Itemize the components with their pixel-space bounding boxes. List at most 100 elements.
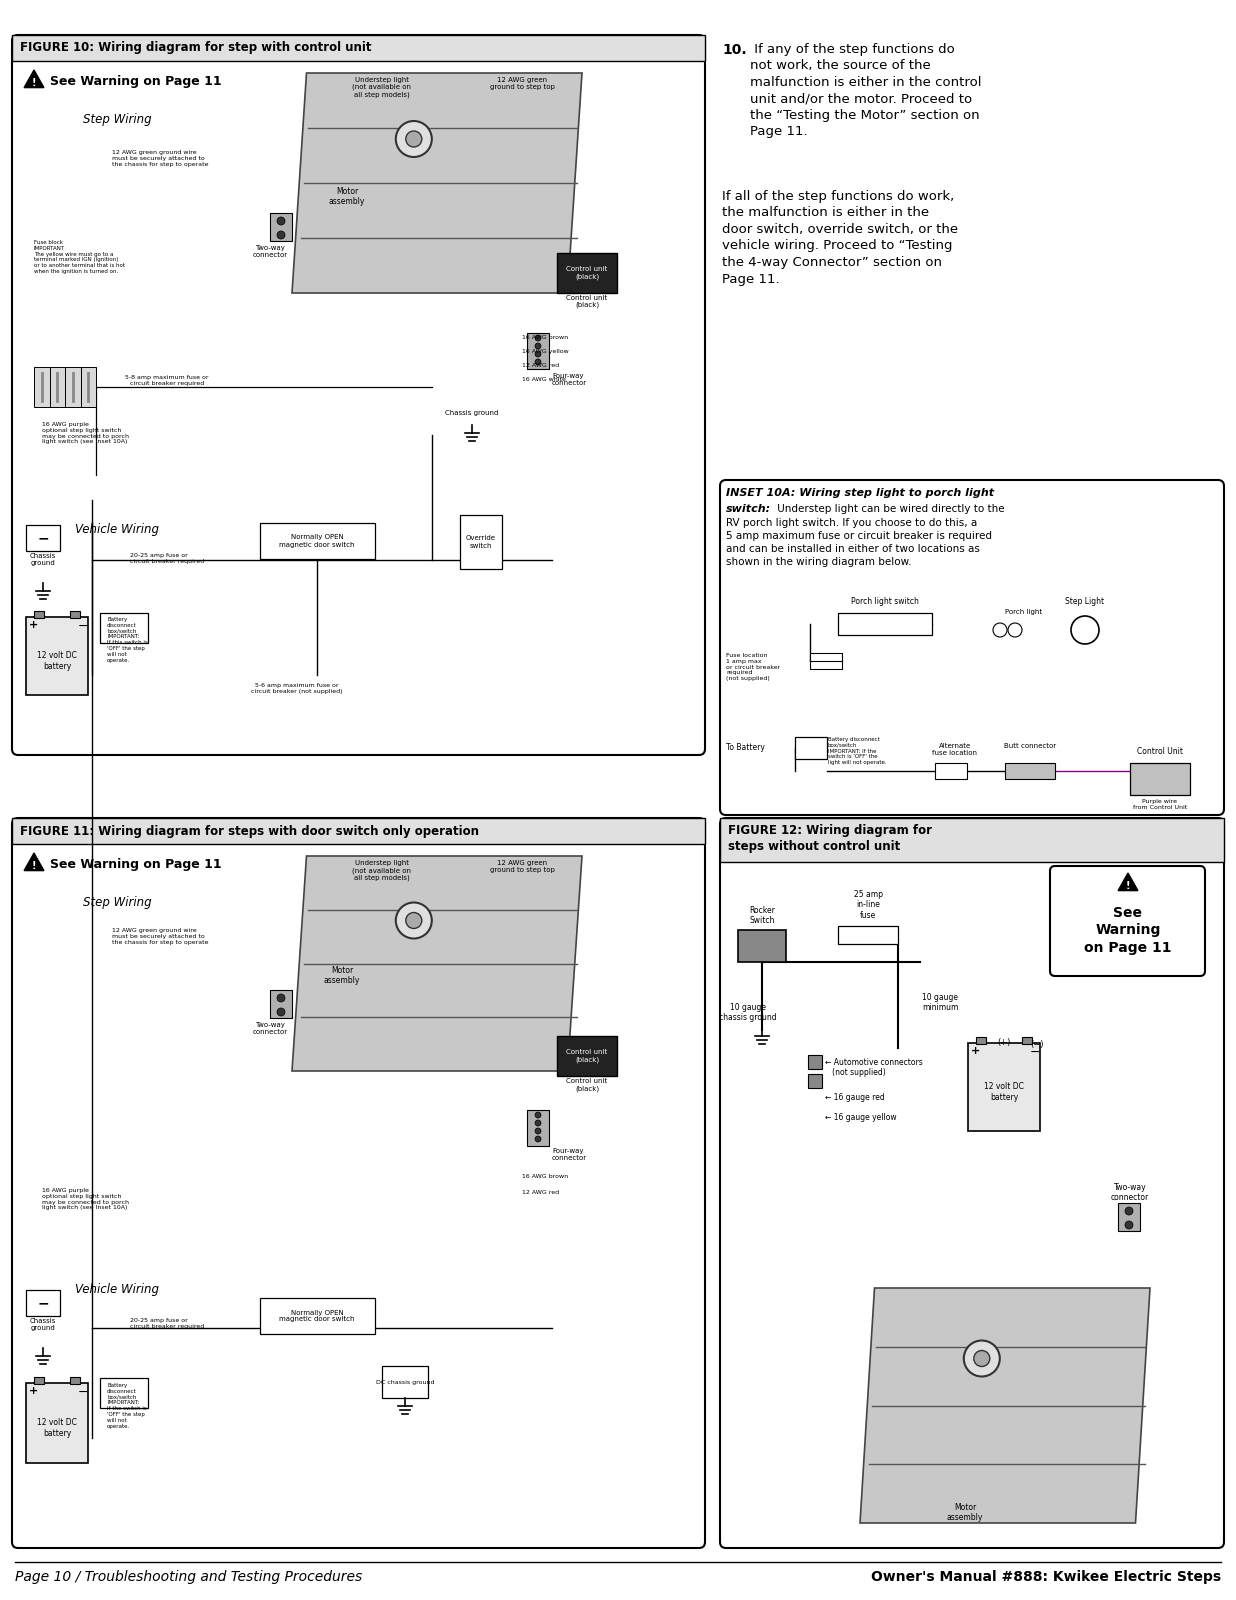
FancyBboxPatch shape <box>12 818 705 1549</box>
Text: Motor
assembly: Motor assembly <box>329 187 365 206</box>
Text: Override
switch: Override switch <box>466 536 496 549</box>
Text: 12 AWG red: 12 AWG red <box>522 1190 559 1195</box>
Text: Normally OPEN
magnetic door switch: Normally OPEN magnetic door switch <box>279 1309 355 1323</box>
Text: If any of the step functions do
not work, the source of the
malfunction is eithe: If any of the step functions do not work… <box>750 43 981 139</box>
Circle shape <box>277 230 286 238</box>
Text: 20-25 amp fuse or
circuit breaker required: 20-25 amp fuse or circuit breaker requir… <box>130 1318 204 1328</box>
Bar <box>934 763 967 779</box>
Text: Four-way
connector: Four-way connector <box>552 373 587 386</box>
Text: ← 16 gauge red: ← 16 gauge red <box>824 1093 885 1102</box>
Circle shape <box>964 1341 1000 1376</box>
Polygon shape <box>23 853 44 870</box>
Text: Normally OPEN
magnetic door switch: Normally OPEN magnetic door switch <box>279 534 355 547</box>
Text: 16 AWG purple
optional step light switch
may be connected to porch
light switch : 16 AWG purple optional step light switch… <box>42 422 129 445</box>
Bar <box>80 366 96 406</box>
Bar <box>738 930 786 962</box>
Bar <box>460 515 502 570</box>
Circle shape <box>535 342 541 349</box>
Circle shape <box>1009 622 1022 637</box>
Text: 10 gauge
minimum: 10 gauge minimum <box>922 994 958 1013</box>
Text: 5-8 amp maximum fuse or
circuit breaker required: 5-8 amp maximum fuse or circuit breaker … <box>125 374 209 386</box>
Text: Motor
assembly: Motor assembly <box>324 966 360 986</box>
Text: Understep light
(not available on
all step models): Understep light (not available on all st… <box>352 77 412 98</box>
Text: Four-way
connector: Four-way connector <box>552 1149 587 1162</box>
Text: Chassis ground: Chassis ground <box>445 410 498 416</box>
Bar <box>100 1378 148 1408</box>
Text: FIGURE 12: Wiring diagram for: FIGURE 12: Wiring diagram for <box>728 824 932 837</box>
Text: 12 AWG green ground wire
must be securely attached to
the chassis for step to op: 12 AWG green ground wire must be securel… <box>112 150 209 166</box>
Polygon shape <box>23 70 44 88</box>
FancyBboxPatch shape <box>721 818 1224 1549</box>
Text: If all of the step functions do work,
the malfunction is either in the
door swit: If all of the step functions do work, th… <box>722 190 958 285</box>
Circle shape <box>535 1112 541 1118</box>
Circle shape <box>277 994 286 1002</box>
Text: 12 AWG green ground wire
must be securely attached to
the chassis for step to op: 12 AWG green ground wire must be securel… <box>112 928 209 944</box>
Circle shape <box>405 912 421 928</box>
Text: See
Warning
on Page 11: See Warning on Page 11 <box>1084 906 1172 955</box>
Text: 10.: 10. <box>722 43 747 58</box>
Bar <box>1130 763 1190 795</box>
Bar <box>795 738 827 758</box>
Text: RV porch light switch. If you choose to do this, a: RV porch light switch. If you choose to … <box>726 518 978 528</box>
Text: FIGURE 11: Wiring diagram for steps with door switch only operation: FIGURE 11: Wiring diagram for steps with… <box>20 824 480 837</box>
Text: Vehicle Wiring: Vehicle Wiring <box>75 523 159 536</box>
Text: 5-6 amp maximum fuse or
circuit breaker (not supplied): 5-6 amp maximum fuse or circuit breaker … <box>251 683 342 694</box>
Bar <box>808 1074 822 1088</box>
Text: and can be installed in either of two locations as: and can be installed in either of two lo… <box>726 544 980 554</box>
Text: Alternate
fuse location: Alternate fuse location <box>932 742 978 757</box>
Text: Control unit
(black): Control unit (black) <box>566 1050 608 1062</box>
Bar <box>49 366 66 406</box>
Text: Porch light switch: Porch light switch <box>852 597 918 606</box>
Bar <box>70 1378 80 1384</box>
Text: (+): (+) <box>997 1038 1011 1046</box>
Bar <box>976 1037 986 1043</box>
Bar <box>26 1290 61 1315</box>
Bar <box>260 1298 375 1334</box>
Text: Fuse location
1 amp max
or circuit breaker
required
(not supplied): Fuse location 1 amp max or circuit break… <box>726 653 780 682</box>
Circle shape <box>535 350 541 357</box>
Text: 12 volt DC
battery: 12 volt DC battery <box>984 1082 1023 1102</box>
Text: +: + <box>28 619 38 630</box>
Text: Step Wiring: Step Wiring <box>83 114 151 126</box>
Bar <box>1005 763 1056 779</box>
Text: 10 gauge
chassis ground: 10 gauge chassis ground <box>719 1003 776 1022</box>
Text: ← Automotive connectors
   (not supplied): ← Automotive connectors (not supplied) <box>824 1058 923 1077</box>
Bar <box>260 523 375 558</box>
Text: +: + <box>971 1046 980 1056</box>
Text: switch:: switch: <box>726 504 771 514</box>
Text: Step Light: Step Light <box>1065 597 1105 606</box>
Text: Battery
disconnect
box/switch
IMPORTANT:
If this switch is
'OFF' the step
will n: Battery disconnect box/switch IMPORTANT:… <box>108 618 148 662</box>
Text: Page 10 / Troubleshooting and Testing Procedures: Page 10 / Troubleshooting and Testing Pr… <box>15 1570 362 1584</box>
FancyBboxPatch shape <box>1051 866 1205 976</box>
Text: Two-way
connector: Two-way connector <box>252 1022 288 1035</box>
Text: Owner's Manual #888: Kwikee Electric Steps: Owner's Manual #888: Kwikee Electric Ste… <box>871 1570 1221 1584</box>
Text: ← 16 gauge yellow: ← 16 gauge yellow <box>824 1114 896 1122</box>
Text: Two-way
connector: Two-way connector <box>252 245 288 258</box>
Bar <box>269 213 292 242</box>
Text: steps without control unit: steps without control unit <box>728 840 900 853</box>
Text: Motor
assembly: Motor assembly <box>947 1502 983 1523</box>
Text: −: − <box>1030 1046 1041 1059</box>
Text: !: ! <box>32 78 36 88</box>
Text: See Warning on Page 11: See Warning on Page 11 <box>49 858 221 870</box>
Bar <box>269 990 292 1018</box>
Circle shape <box>396 122 431 157</box>
Text: Fuse block
IMPORTANT
The yellow wire must go to a
terminal marked IGN (Ignition): Fuse block IMPORTANT The yellow wire mus… <box>35 240 125 274</box>
Text: See Warning on Page 11: See Warning on Page 11 <box>49 75 221 88</box>
Polygon shape <box>1119 874 1138 891</box>
Circle shape <box>1125 1221 1133 1229</box>
Circle shape <box>1125 1206 1133 1214</box>
Text: Battery
disconnect
box/switch
IMPORTANT:
If the switch is
'OFF' the step
will no: Battery disconnect box/switch IMPORTANT:… <box>108 1382 147 1429</box>
Text: Purple wire
from Control Unit: Purple wire from Control Unit <box>1133 798 1187 810</box>
Text: To Battery: To Battery <box>726 742 765 752</box>
Polygon shape <box>292 74 582 293</box>
FancyBboxPatch shape <box>721 480 1224 814</box>
Circle shape <box>535 334 541 341</box>
Polygon shape <box>292 856 582 1070</box>
Circle shape <box>405 131 421 147</box>
Text: Porch light: Porch light <box>1005 610 1042 614</box>
Text: (−): (−) <box>1030 1040 1043 1050</box>
Text: −: − <box>78 1386 89 1398</box>
Text: Rocker
Switch: Rocker Switch <box>749 906 775 925</box>
Circle shape <box>974 1350 990 1366</box>
